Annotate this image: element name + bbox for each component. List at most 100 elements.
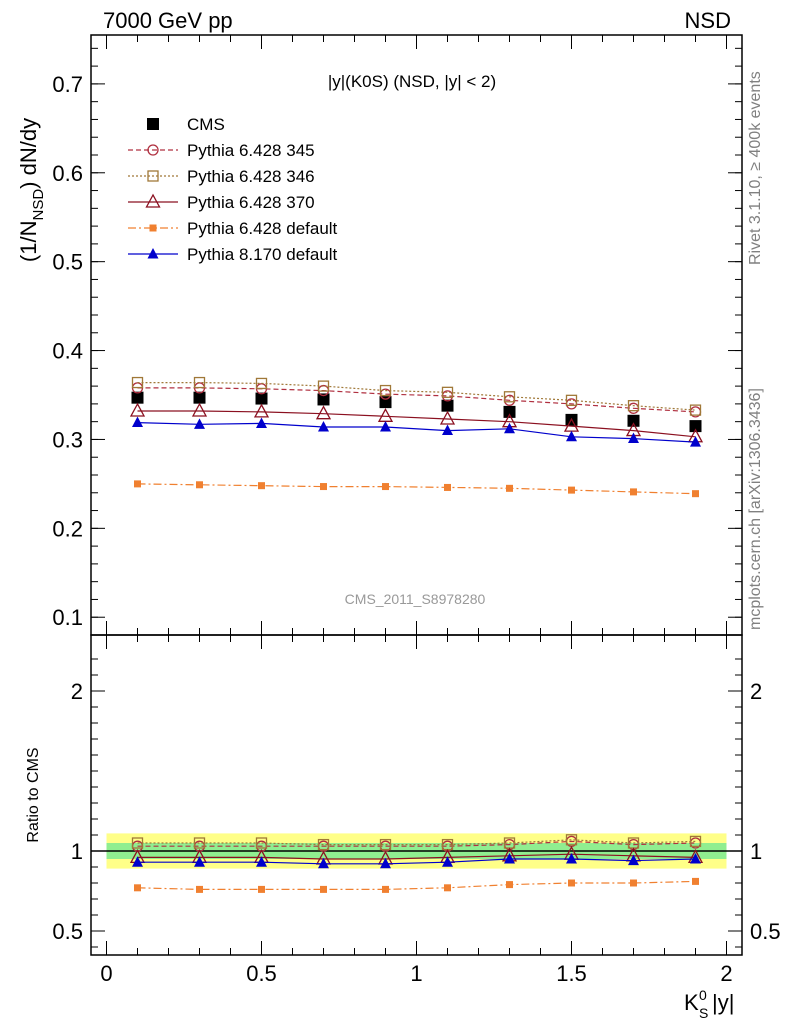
series-line-p370 (137, 853, 696, 860)
main-y-axis-title: (1/NNSD) dN/dy (16, 118, 47, 262)
data-point-p8def (380, 421, 391, 432)
series-p8def (132, 853, 701, 869)
legend-label: Pythia 6.428 default (187, 219, 338, 238)
legend-marker (149, 224, 157, 232)
data-point-p346 (565, 394, 578, 406)
header-right-label: NSD (685, 8, 731, 33)
legend-entry-CMS: CMS (147, 115, 225, 134)
data-point-p346 (193, 376, 206, 389)
data-point-p8def (318, 421, 329, 432)
data-point-p6def (506, 484, 513, 492)
data-point-p6def (568, 879, 575, 887)
ratio-panel: 0.5 0.5 1 1 2 2 0 0.5 1 1.5 2 (52, 634, 781, 986)
data-point-p6def (444, 884, 451, 892)
data-point-CMS (317, 393, 330, 406)
main-panel: 0.1 0.2 0.3 0.4 0.5 0.6 0.7 (52, 34, 743, 636)
data-point-p6def (382, 885, 389, 893)
data-point-p346 (131, 837, 144, 849)
series-line-p345 (137, 387, 696, 413)
data-point-p6def (196, 885, 203, 893)
data-point-p6def (258, 885, 265, 893)
data-point-CMS (255, 392, 268, 405)
data-point-p346 (255, 837, 268, 849)
ratio-y-axis-title: Ratio to CMS (25, 747, 42, 842)
x-tick-label: 1 (410, 961, 422, 986)
data-point-CMS (131, 391, 144, 404)
data-point-CMS (193, 391, 206, 404)
data-point-p8def (504, 422, 515, 434)
data-point-p370 (129, 402, 146, 417)
data-point-p8def (442, 424, 453, 436)
legend-label: Pythia 6.428 345 (187, 141, 315, 160)
series-line-p345 (137, 840, 696, 847)
series-p346 (131, 376, 702, 416)
y-tick-label: 0.5 (52, 919, 83, 944)
legend-label: CMS (187, 115, 225, 134)
data-point-p346 (193, 837, 206, 849)
data-point-p6def (320, 483, 327, 491)
series-line-p6def (137, 483, 696, 495)
mcplots-label: mcplots.cern.ch [arXiv:1306.3436] (747, 388, 764, 630)
data-point-p8def (690, 436, 701, 447)
data-point-p8def (256, 417, 267, 428)
y-tick-label: 0.3 (52, 427, 83, 452)
series-line-p8def (137, 858, 696, 865)
data-point-p6def (568, 486, 575, 494)
data-point-CMS (627, 414, 640, 427)
y-tick-label: 1 (71, 839, 83, 864)
y-tick-label: 1 (750, 839, 762, 864)
data-point-p346 (441, 386, 454, 398)
legend-marker (147, 170, 159, 182)
data-point-p8def (194, 856, 205, 867)
svg-text:|y|: |y| (712, 990, 734, 1015)
y-tick-label: 2 (71, 679, 83, 704)
x-tick-label: 0 (100, 961, 112, 986)
series-line-p346 (137, 839, 696, 846)
data-point-p346 (317, 838, 330, 851)
data-point-p370 (315, 405, 332, 420)
data-point-CMS (689, 420, 702, 433)
legend-entry-p8def: Pythia 8.170 default (128, 245, 338, 264)
header-left-label: 7000 GeV pp (103, 8, 233, 33)
data-point-p6def (320, 885, 327, 893)
svg-text:(1/NNSD) dN/dy: (1/NNSD) dN/dy (16, 118, 47, 262)
series-p370 (129, 402, 704, 443)
legend-entry-p346: Pythia 6.428 346 (128, 167, 315, 186)
data-point-CMS (441, 399, 454, 412)
y-tick-label: 0.1 (52, 605, 83, 630)
data-point-p346 (503, 391, 516, 403)
data-point-p346 (689, 404, 702, 416)
legend: CMS Pythia 6.428 345 Pythia 6.428 346 Pythi… (128, 115, 338, 264)
legend-label: Pythia 8.170 default (187, 245, 338, 264)
data-point-p6def (196, 481, 203, 489)
data-point-p6def (630, 879, 637, 887)
data-point-p8def (504, 853, 515, 864)
data-point-p346 (689, 835, 702, 848)
svg-text:K: K (684, 990, 699, 1015)
data-point-CMS (503, 405, 516, 418)
y-tick-label: 0.7 (52, 72, 83, 97)
data-point-p8def (132, 416, 143, 428)
series-p6def (134, 480, 699, 498)
panel-frame (90, 634, 743, 956)
legend-label: Pythia 6.428 346 (187, 167, 315, 186)
analysis-watermark: CMS_2011_S8978280 (345, 591, 486, 607)
series-CMS (131, 391, 702, 433)
series-line-p8def (137, 422, 696, 443)
data-point-CMS (379, 396, 392, 409)
x-tick-label: 1.5 (556, 961, 587, 986)
data-point-p6def (258, 482, 265, 490)
rivet-label: Rivet 3.1.10, ≥ 400k events (747, 71, 764, 265)
series-line-p6def (137, 880, 696, 890)
data-point-p8def (566, 430, 577, 442)
data-point-p370 (377, 407, 394, 422)
data-point-p8def (628, 432, 639, 444)
y-tick-label: 0.5 (750, 919, 781, 944)
data-point-p346 (131, 376, 144, 389)
data-point-p6def (692, 490, 699, 498)
series-p8def (132, 416, 701, 447)
data-point-p6def (134, 884, 141, 892)
x-axis-title: K 0 S |y| (684, 987, 734, 1021)
x-tick-label: 0.5 (246, 961, 277, 986)
